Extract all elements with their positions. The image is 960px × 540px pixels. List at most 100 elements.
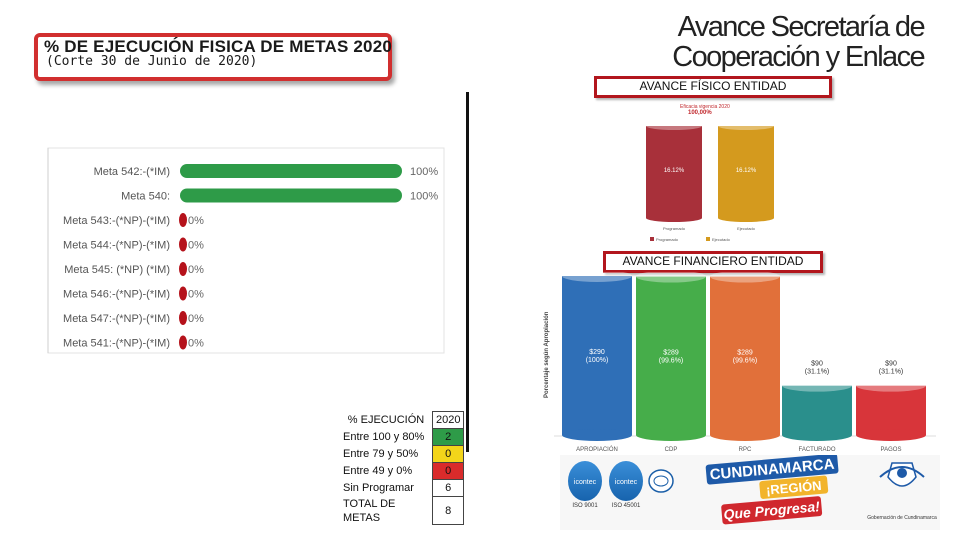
summary-row: % EJECUCIÓN 2020 — [340, 411, 465, 429]
divider — [466, 92, 469, 452]
fin-bar-base — [562, 429, 632, 441]
meta-category-label: Meta 540: — [121, 191, 170, 203]
fin-value-label: $90 — [885, 361, 897, 368]
fin-category-label: RPC — [739, 447, 752, 453]
summary-value: 2020 — [431, 411, 465, 429]
cundinamarca-logo: CUNDINAMARCA ¡REGIÓN Que Progresa! — [705, 455, 839, 525]
title-box — [34, 33, 392, 81]
summary-value: 6 — [431, 479, 465, 497]
fin-percent-label: (99.6%) — [659, 358, 684, 365]
summary-label: Entre 79 y 50% — [343, 448, 419, 460]
fis-bar-top — [646, 122, 702, 130]
meta-chart-frame — [47, 147, 445, 354]
fin-bar — [782, 385, 852, 435]
fin-bar — [710, 276, 780, 435]
meta-bar — [180, 164, 402, 178]
cert1-sub: ISO 9001 — [572, 503, 598, 509]
meta-bar — [179, 311, 187, 325]
summary-value: 2 — [431, 428, 465, 446]
fin-value-label: $290 — [589, 349, 605, 356]
icontec-logo-1: icontec ISO 9001 — [568, 461, 602, 509]
fis-chart-title-value: 100,00% — [688, 110, 712, 116]
summary-row: Entre 79 y 50% 0 — [340, 445, 465, 463]
fin-bar-base — [856, 429, 926, 441]
meta-category-label: Meta 547:-(*NP)-(*IM) — [63, 313, 170, 325]
fin-bar-base — [782, 429, 852, 441]
fis-legend-swatch — [706, 237, 710, 241]
fis-category-label: Ejecutado — [737, 226, 756, 231]
heading-line-1: Avance Secretaría de — [677, 11, 926, 43]
meta-value-label: 100% — [410, 166, 438, 178]
summary-value: 8 — [431, 496, 465, 525]
financiero-label: AVANCE FINANCIERO ENTIDAD — [603, 251, 823, 273]
fin-y-axis-label: Porcentaje según Apropiación — [544, 311, 550, 398]
page-title: % DE EJECUCIÓN FISICA DE METAS 2020 — [44, 37, 393, 56]
summary-label: Entre 100 y 80% — [343, 431, 425, 443]
fin-value-label: $289 — [663, 350, 679, 357]
meta-category-label: Meta 546:-(*NP)-(*IM) — [63, 289, 170, 301]
summary-label: % EJECUCIÓN — [347, 414, 425, 426]
summary-row: Sin Programar 6 — [340, 479, 465, 497]
fin-percent-label: (31.1%) — [805, 369, 830, 376]
summary-label: Sin Programar — [343, 482, 414, 494]
page-subtitle: (Corte 30 de Junio de 2020) — [46, 54, 258, 69]
fis-legend-label: Programado — [656, 237, 679, 242]
icontec-logo-2: icontec ISO 45001 — [609, 461, 643, 509]
meta-value-label: 0% — [188, 313, 204, 325]
fisico-label: AVANCE FÍSICO ENTIDAD — [594, 76, 832, 98]
logos-strip: icontec ISO 9001 icontec ISO 45001 CUNDI… — [560, 455, 940, 530]
fis-bar-base — [646, 214, 702, 222]
brand-line-2: ¡REGIÓN — [765, 478, 822, 498]
cert1-text: icontec — [574, 479, 597, 486]
fin-percent-label: (31.1%) — [879, 369, 904, 376]
fis-legend-label: Ejecutado — [712, 237, 731, 242]
fis-bar — [718, 126, 774, 218]
fin-bar — [856, 385, 926, 435]
meta-category-label: Meta 542:-(*IM) — [94, 166, 170, 178]
meta-category-label: Meta 543:-(*NP)-(*IM) — [63, 215, 170, 227]
fin-category-label: FACTURADO — [798, 447, 835, 453]
fin-bar-base — [636, 429, 706, 441]
summary-row: TOTAL DE METAS 8 — [340, 496, 465, 525]
fin-percent-label: (99.6%) — [733, 358, 758, 365]
fin-category-label: PAGOS — [881, 447, 902, 453]
fis-value-label: 16.12% — [664, 168, 685, 174]
fis-bar-top — [718, 122, 774, 130]
meta-value-label: 0% — [188, 289, 204, 301]
meta-bar — [180, 188, 402, 203]
metas-bar-chart: Meta 542:-(*IM) 100% Meta 540: 100% Meta 543… — [47, 147, 445, 354]
meta-category-label: Meta 544:-(*NP)-(*IM) — [63, 240, 170, 252]
meta-bar — [179, 286, 187, 301]
meta-category-label: Meta 545: (*NP) (*IM) — [64, 264, 170, 276]
meta-value-label: 100% — [410, 191, 438, 203]
summary-row: Entre 49 y 0% 0 — [340, 462, 465, 480]
meta-bar — [179, 262, 187, 276]
fin-percent-label: (100%) — [586, 357, 609, 364]
meta-bar — [179, 335, 187, 350]
fin-value-label: $90 — [811, 361, 823, 368]
fin-category-label: APROPIACIÓN — [576, 446, 618, 453]
cert2-sub: ISO 45001 — [612, 503, 641, 509]
meta-value-label: 0% — [188, 338, 204, 350]
meta-category-label: Meta 541:-(*NP)-(*IM) — [63, 338, 170, 350]
summary-label: Entre 49 y 0% — [343, 465, 413, 477]
fis-category-label: Programado — [663, 226, 686, 231]
fis-chart-title: Eficacia vigencia 2020 — [680, 104, 730, 110]
summary-label: TOTAL DE METAS — [343, 497, 396, 524]
fin-bar — [636, 276, 706, 435]
fis-legend-swatch — [650, 237, 654, 241]
summary-row: Entre 100 y 80% 2 — [340, 428, 465, 446]
meta-bar — [179, 237, 187, 252]
summary-value: 0 — [431, 445, 465, 463]
heading-line-2: Cooperación y Enlace — [672, 41, 925, 73]
fin-bar-base — [710, 429, 780, 441]
fis-bar-base — [718, 214, 774, 222]
fin-bar-top — [710, 272, 780, 283]
meta-bar — [179, 213, 187, 227]
fin-bar-top — [856, 379, 926, 392]
fin-value-label: $289 — [737, 350, 753, 357]
summary-table: % EJECUCIÓN 2020 Entre 100 y 80% 2 Entre 79 … — [340, 411, 465, 525]
meta-value-label: 0% — [188, 240, 204, 252]
meta-value-label: 0% — [188, 264, 204, 276]
